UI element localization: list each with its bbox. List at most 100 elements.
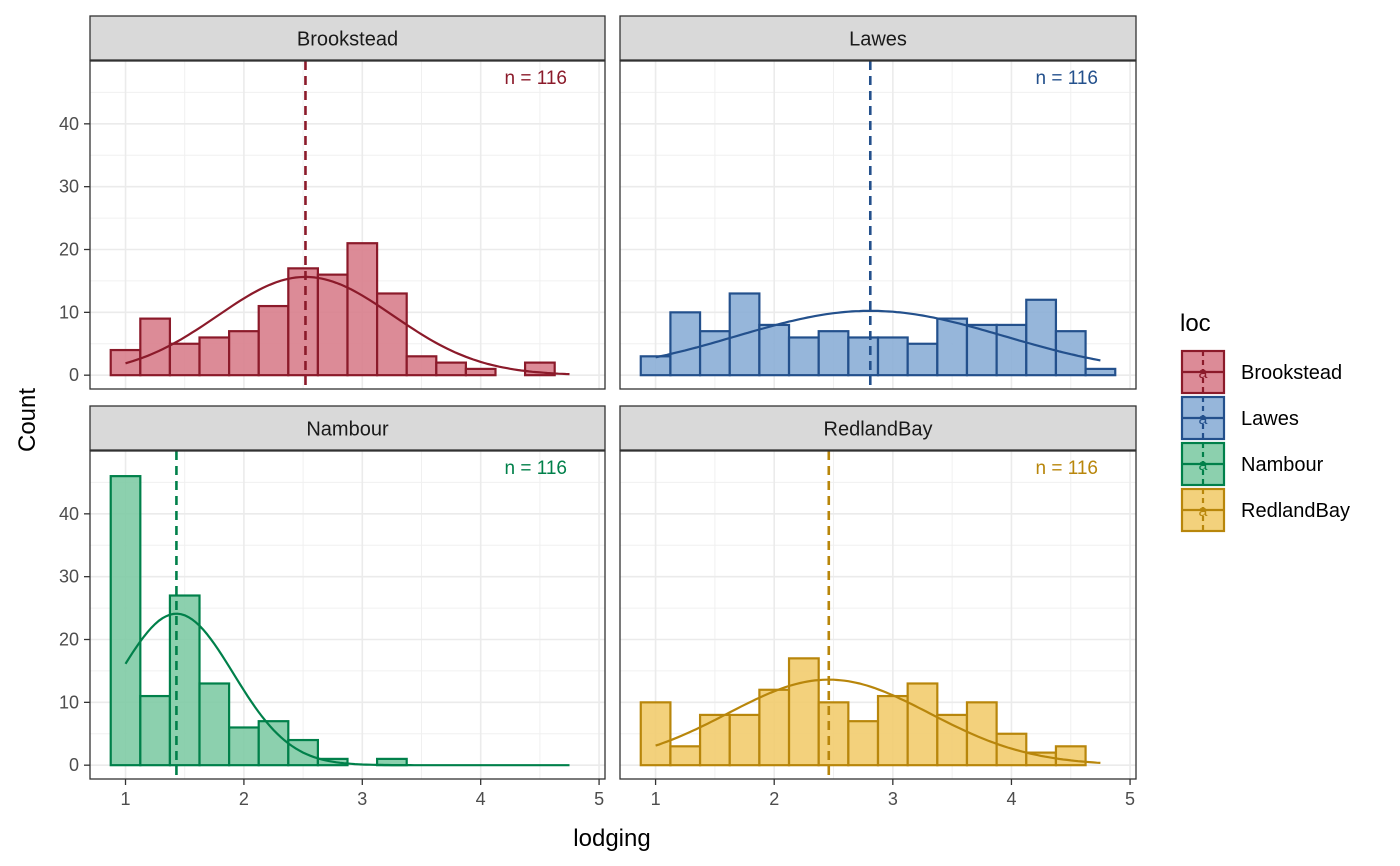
histogram-bar: [787, 336, 820, 377]
density-curve: [124, 612, 570, 767]
x-axis-title: lodging: [573, 825, 650, 852]
facet-strip: [89, 15, 606, 61]
x-tick-label: 1: [651, 789, 661, 809]
histogram-bar: [346, 242, 379, 377]
histogram-bar: [257, 304, 290, 377]
histogram-bar: [139, 694, 172, 767]
histogram-bar: [464, 367, 497, 377]
histogram-bar: [287, 267, 320, 377]
histogram-bar: [817, 701, 850, 767]
x-tick-label: 2: [239, 789, 249, 809]
facet-strip: [89, 405, 606, 451]
histogram-bar: [876, 336, 909, 377]
y-tick-label: 20: [59, 240, 79, 260]
legend-key-glyph: a: [1199, 457, 1208, 474]
x-tick-label: 4: [476, 789, 486, 809]
legend-label: Nambour: [1241, 454, 1324, 476]
legend-key-glyph: a: [1199, 411, 1208, 428]
facet-panel-nambour: n = 116 Nambour 0 10 20 30 40 1 2 3 4 5: [59, 405, 606, 809]
y-tick-label: 20: [59, 630, 79, 650]
histogram-bar: [287, 738, 320, 767]
y-axis-title: Count: [14, 388, 41, 452]
histogram-bar: [375, 292, 408, 377]
legend-item-nambour: a Nambour: [1180, 441, 1324, 487]
histogram-bar: [698, 330, 731, 377]
panel-border: [89, 60, 606, 390]
y-tick-label: 30: [59, 567, 79, 587]
histogram-bar: [876, 694, 909, 767]
legend-key-glyph: a: [1199, 503, 1208, 520]
histogram-bar: [906, 342, 939, 377]
histogram-bar: [168, 594, 201, 767]
facet-panel-redlandbay: n = 116 RedlandBay 1 2 3 4 5: [619, 405, 1137, 809]
histogram-bar: [758, 323, 791, 377]
sample-size-annotation: n = 116: [1035, 458, 1098, 479]
density-curve: [125, 275, 570, 376]
histogram-bar: [995, 732, 1028, 767]
histogram-bar: [198, 336, 231, 377]
x-tick-label: 1: [121, 789, 131, 809]
panel-border: [89, 450, 606, 780]
histogram-bar: [965, 701, 998, 767]
histogram-bar: [847, 720, 880, 767]
histogram-bar: [698, 713, 731, 767]
sample-size-annotation: n = 116: [1035, 68, 1098, 89]
histogram-bar: [228, 726, 260, 767]
histogram-bar: [728, 713, 761, 767]
histogram-bar: [228, 330, 260, 377]
legend-item-brookstead: a Brookstead: [1180, 349, 1342, 395]
facet-strip-label: Nambour: [306, 419, 389, 441]
x-tick-label: 3: [888, 789, 898, 809]
y-tick-label: 40: [59, 504, 79, 524]
histogram-bar: [316, 273, 349, 377]
facet-panel-brookstead: n = 116 Brookstead 0 10 20 30 40: [59, 15, 606, 390]
legend-item-lawes: a Lawes: [1180, 395, 1299, 441]
histogram-bar: [257, 720, 290, 767]
histogram-bar: [1084, 367, 1117, 377]
histogram-bar: [936, 317, 969, 377]
legend-title: loc: [1180, 310, 1211, 337]
density-curve: [655, 309, 1101, 362]
density-curve: [655, 678, 1101, 764]
histogram-bar: [639, 355, 672, 377]
facet-strip-label: Lawes: [849, 29, 907, 51]
x-tick-label: 2: [769, 789, 779, 809]
histogram-bar: [758, 688, 791, 767]
legend-key-glyph: a: [1199, 365, 1208, 382]
histogram-bar: [906, 682, 939, 767]
histogram-bar: [787, 657, 820, 767]
x-tick-label: 4: [1006, 789, 1016, 809]
histogram-bar: [847, 336, 880, 377]
y-tick-label: 10: [59, 692, 79, 712]
x-tick-label: 5: [594, 789, 604, 809]
legend-item-redlandbay: a RedlandBay: [1180, 487, 1350, 533]
histogram-bar: [168, 342, 201, 377]
panel-border: [619, 60, 1137, 390]
facet-strip: [619, 15, 1137, 61]
x-tick-label: 5: [1125, 789, 1135, 809]
histogram-bar: [198, 682, 231, 767]
histogram-bar: [639, 701, 672, 767]
facet-strip-label: Brookstead: [297, 29, 398, 51]
y-tick-label: 40: [59, 114, 79, 134]
y-tick-label: 10: [59, 302, 79, 322]
legend-label: Lawes: [1241, 408, 1299, 430]
histogram-bar: [669, 311, 702, 377]
legend-label: RedlandBay: [1241, 500, 1350, 522]
histogram-bar: [109, 475, 142, 767]
x-tick-label: 3: [357, 789, 367, 809]
y-tick-label: 0: [69, 365, 79, 385]
facet-strip-label: RedlandBay: [824, 419, 933, 441]
histogram-bar: [936, 713, 969, 767]
facet-strip: [619, 405, 1137, 451]
histogram-bar: [1025, 298, 1058, 377]
y-tick-label: 0: [69, 755, 79, 775]
sample-size-annotation: n = 116: [504, 458, 567, 479]
sample-size-annotation: n = 116: [504, 68, 567, 89]
y-tick-label: 30: [59, 177, 79, 197]
histogram-bar: [995, 323, 1028, 377]
legend-label: Brookstead: [1241, 362, 1342, 384]
histogram-bar: [817, 330, 850, 377]
